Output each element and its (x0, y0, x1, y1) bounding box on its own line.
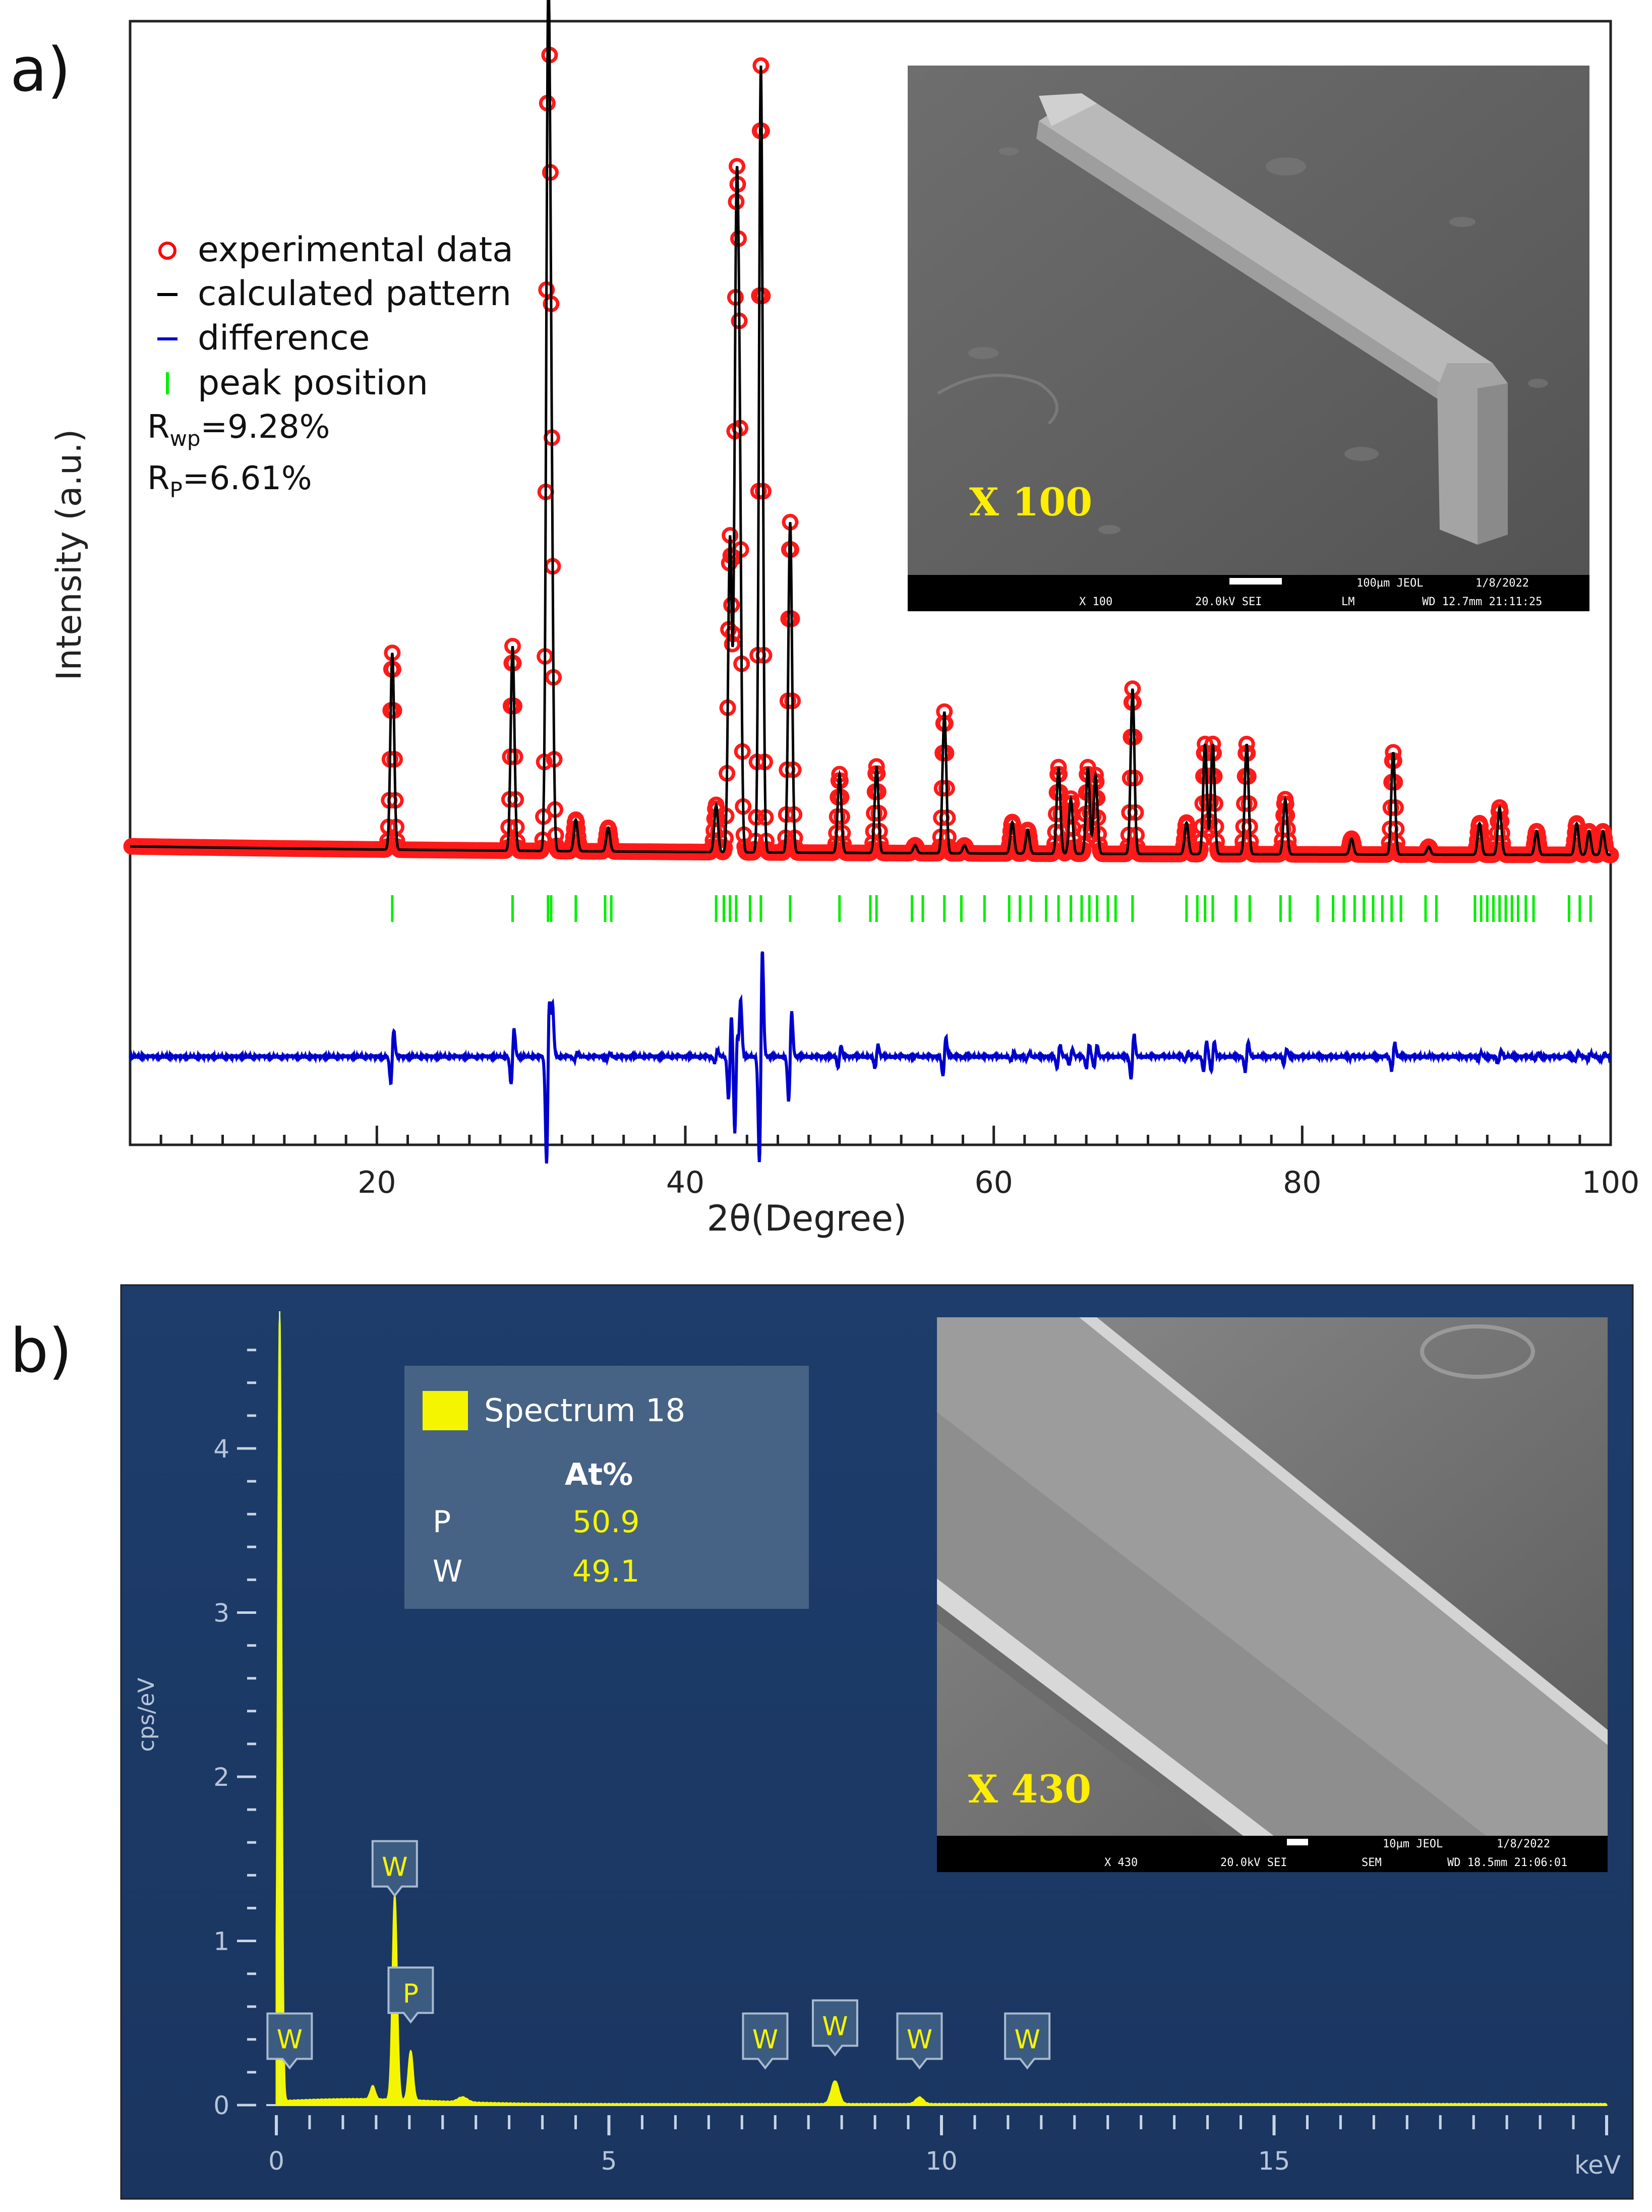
x-axis-unit-b: keV (1574, 2150, 1621, 2180)
legend-peak-position: peak position (198, 363, 428, 403)
rod-edge-highlight (937, 1579, 1321, 1872)
peak-label-box (742, 2012, 789, 2070)
eds-legend-box (404, 1366, 809, 1609)
sem-texture (968, 147, 1548, 534)
eds-spectrum (275, 1317, 1608, 2106)
y-axis-label: Intensity (a.u.) (49, 429, 89, 681)
peak-label-box (371, 1840, 418, 1897)
y-tick-label: 3 (213, 1599, 229, 1628)
sem-artifact (937, 374, 1058, 425)
peak-position-ticks (391, 895, 1592, 922)
x-tick-label: 0 (268, 2146, 284, 2176)
rod-top-highlight (1079, 1317, 1608, 1745)
y-tick-label: 2 (213, 1763, 229, 1792)
magnification-label-a: X 100 (969, 480, 1092, 525)
calculated-pattern-curve (130, 0, 1611, 856)
rod-face-light (937, 1317, 1608, 1872)
spectrum-name: Spectrum 18 (484, 1392, 685, 1429)
legend-calculated: calculated pattern (198, 274, 511, 314)
x-axis: 20 40 60 80 100 (159, 1126, 1640, 1200)
sem-mag-a: X 100 (1079, 596, 1112, 608)
peak-label-text: W (822, 2011, 848, 2042)
rod-far-end-side (1478, 383, 1508, 545)
x-tick-label: 20 (358, 1165, 396, 1200)
sem-inset-b: X 430 10µm JEOL 1/8/2022 X 430 20.0kV SE… (937, 1317, 1608, 1872)
panel-a-label: a) (10, 35, 71, 105)
eds-legend: Spectrum 18 At% P 50.9 W 49.1 (404, 1366, 809, 1609)
sem-date-a: 1/8/2022 (1476, 577, 1529, 590)
value-p: 50.9 (572, 1504, 640, 1540)
peak-label-box (1004, 2012, 1051, 2070)
peak-label-box (811, 1999, 858, 2057)
x-tick-label: 80 (1283, 1165, 1321, 1200)
rod-face-mid (937, 1412, 1533, 1872)
sem-mode-b: SEM (1362, 1856, 1382, 1869)
legend: experimental data calculated pattern dif… (147, 230, 513, 502)
element-p: P (433, 1504, 451, 1540)
peak-label: W (1004, 2012, 1051, 2070)
peak-label: W (266, 2012, 313, 2070)
peak-label-text: P (403, 1978, 419, 2009)
scale-bar-b (1287, 1839, 1308, 1845)
sem-scale-b: 10µm JEOL (1383, 1838, 1443, 1850)
x-tick-label: 40 (666, 1165, 704, 1200)
sem-wd-a: WD 12.7mm 21:11:25 (1422, 596, 1542, 608)
x-tick-label: 15 (1258, 2146, 1290, 2176)
rwp-value: Rwp=9.28% (147, 409, 330, 451)
peak-label: W (811, 1999, 858, 2057)
sem-scale-a: 100µm JEOL (1356, 577, 1423, 590)
peak-label-text: W (1014, 2024, 1040, 2055)
peak-labels: W W P W W W W (266, 1840, 1051, 2070)
rp-value: RP=6.61% (147, 460, 312, 502)
peak-label: P (387, 1966, 434, 2024)
sem-mode-a: LM (1341, 596, 1355, 608)
y-tick-label: 4 (213, 1434, 229, 1464)
legend-marker-experimental (158, 242, 176, 260)
sem-voltage-a: 20.0kV SEI (1195, 596, 1262, 608)
scale-bar-a (1229, 578, 1282, 585)
rod-top-end (1039, 93, 1097, 126)
x-tick-label: 10 (925, 2146, 958, 2176)
panel-b-label: b) (10, 1316, 72, 1386)
sem-inset-a: X 100 100µm JEOL 1/8/2022 X 100 20.0kV S… (908, 66, 1589, 611)
value-w: 49.1 (572, 1554, 640, 1589)
peak-label-text: W (277, 2024, 303, 2055)
y-tick-label: 0 (213, 2091, 229, 2120)
sem-wd-b: WD 18.5mm 21:06:01 (1447, 1856, 1567, 1869)
legend-difference: difference (198, 318, 370, 358)
spectrum-swatch (423, 1391, 468, 1430)
sem-artifact-b (1420, 1324, 1535, 1379)
sem-mag-b: X 430 (1104, 1856, 1138, 1869)
rod-top-face (1039, 93, 1493, 391)
x-axis-label: 2θ(Degree) (707, 1198, 907, 1239)
x-tick-label: 5 (601, 2146, 617, 2176)
peak-label-text: W (752, 2024, 778, 2055)
legend-experimental: experimental data (198, 230, 513, 270)
peak-label: W (371, 1840, 418, 1897)
magnification-label-b: X 430 (968, 1767, 1091, 1812)
rod-side-face (1036, 121, 1452, 409)
peak-label: W (742, 2012, 789, 2070)
sem-info-bar-b (937, 1836, 1608, 1872)
xrd-plot (123, 0, 1619, 1164)
peak-label-box (266, 2012, 313, 2070)
peak-label-box (896, 2012, 943, 2070)
element-w: W (433, 1554, 462, 1589)
rod-edge-shadow (937, 1604, 1291, 1872)
y-axis-label-b: cps/eV (134, 1677, 159, 1752)
sem-voltage-b: 20.0kV SEI (1220, 1856, 1287, 1869)
peak-label-box (387, 1966, 434, 2024)
at-percent-header: At% (565, 1457, 633, 1492)
peak-label: W (896, 2012, 943, 2070)
y-tick-label: 1 (213, 1927, 229, 1956)
x-tick-label: 60 (974, 1165, 1013, 1200)
sem-date-b: 1/8/2022 (1497, 1838, 1550, 1850)
peak-label-text: W (382, 1852, 407, 1883)
difference-curve (129, 951, 1612, 1164)
peak-label-text: W (907, 2024, 932, 2055)
x-tick-label: 100 (1582, 1165, 1640, 1200)
